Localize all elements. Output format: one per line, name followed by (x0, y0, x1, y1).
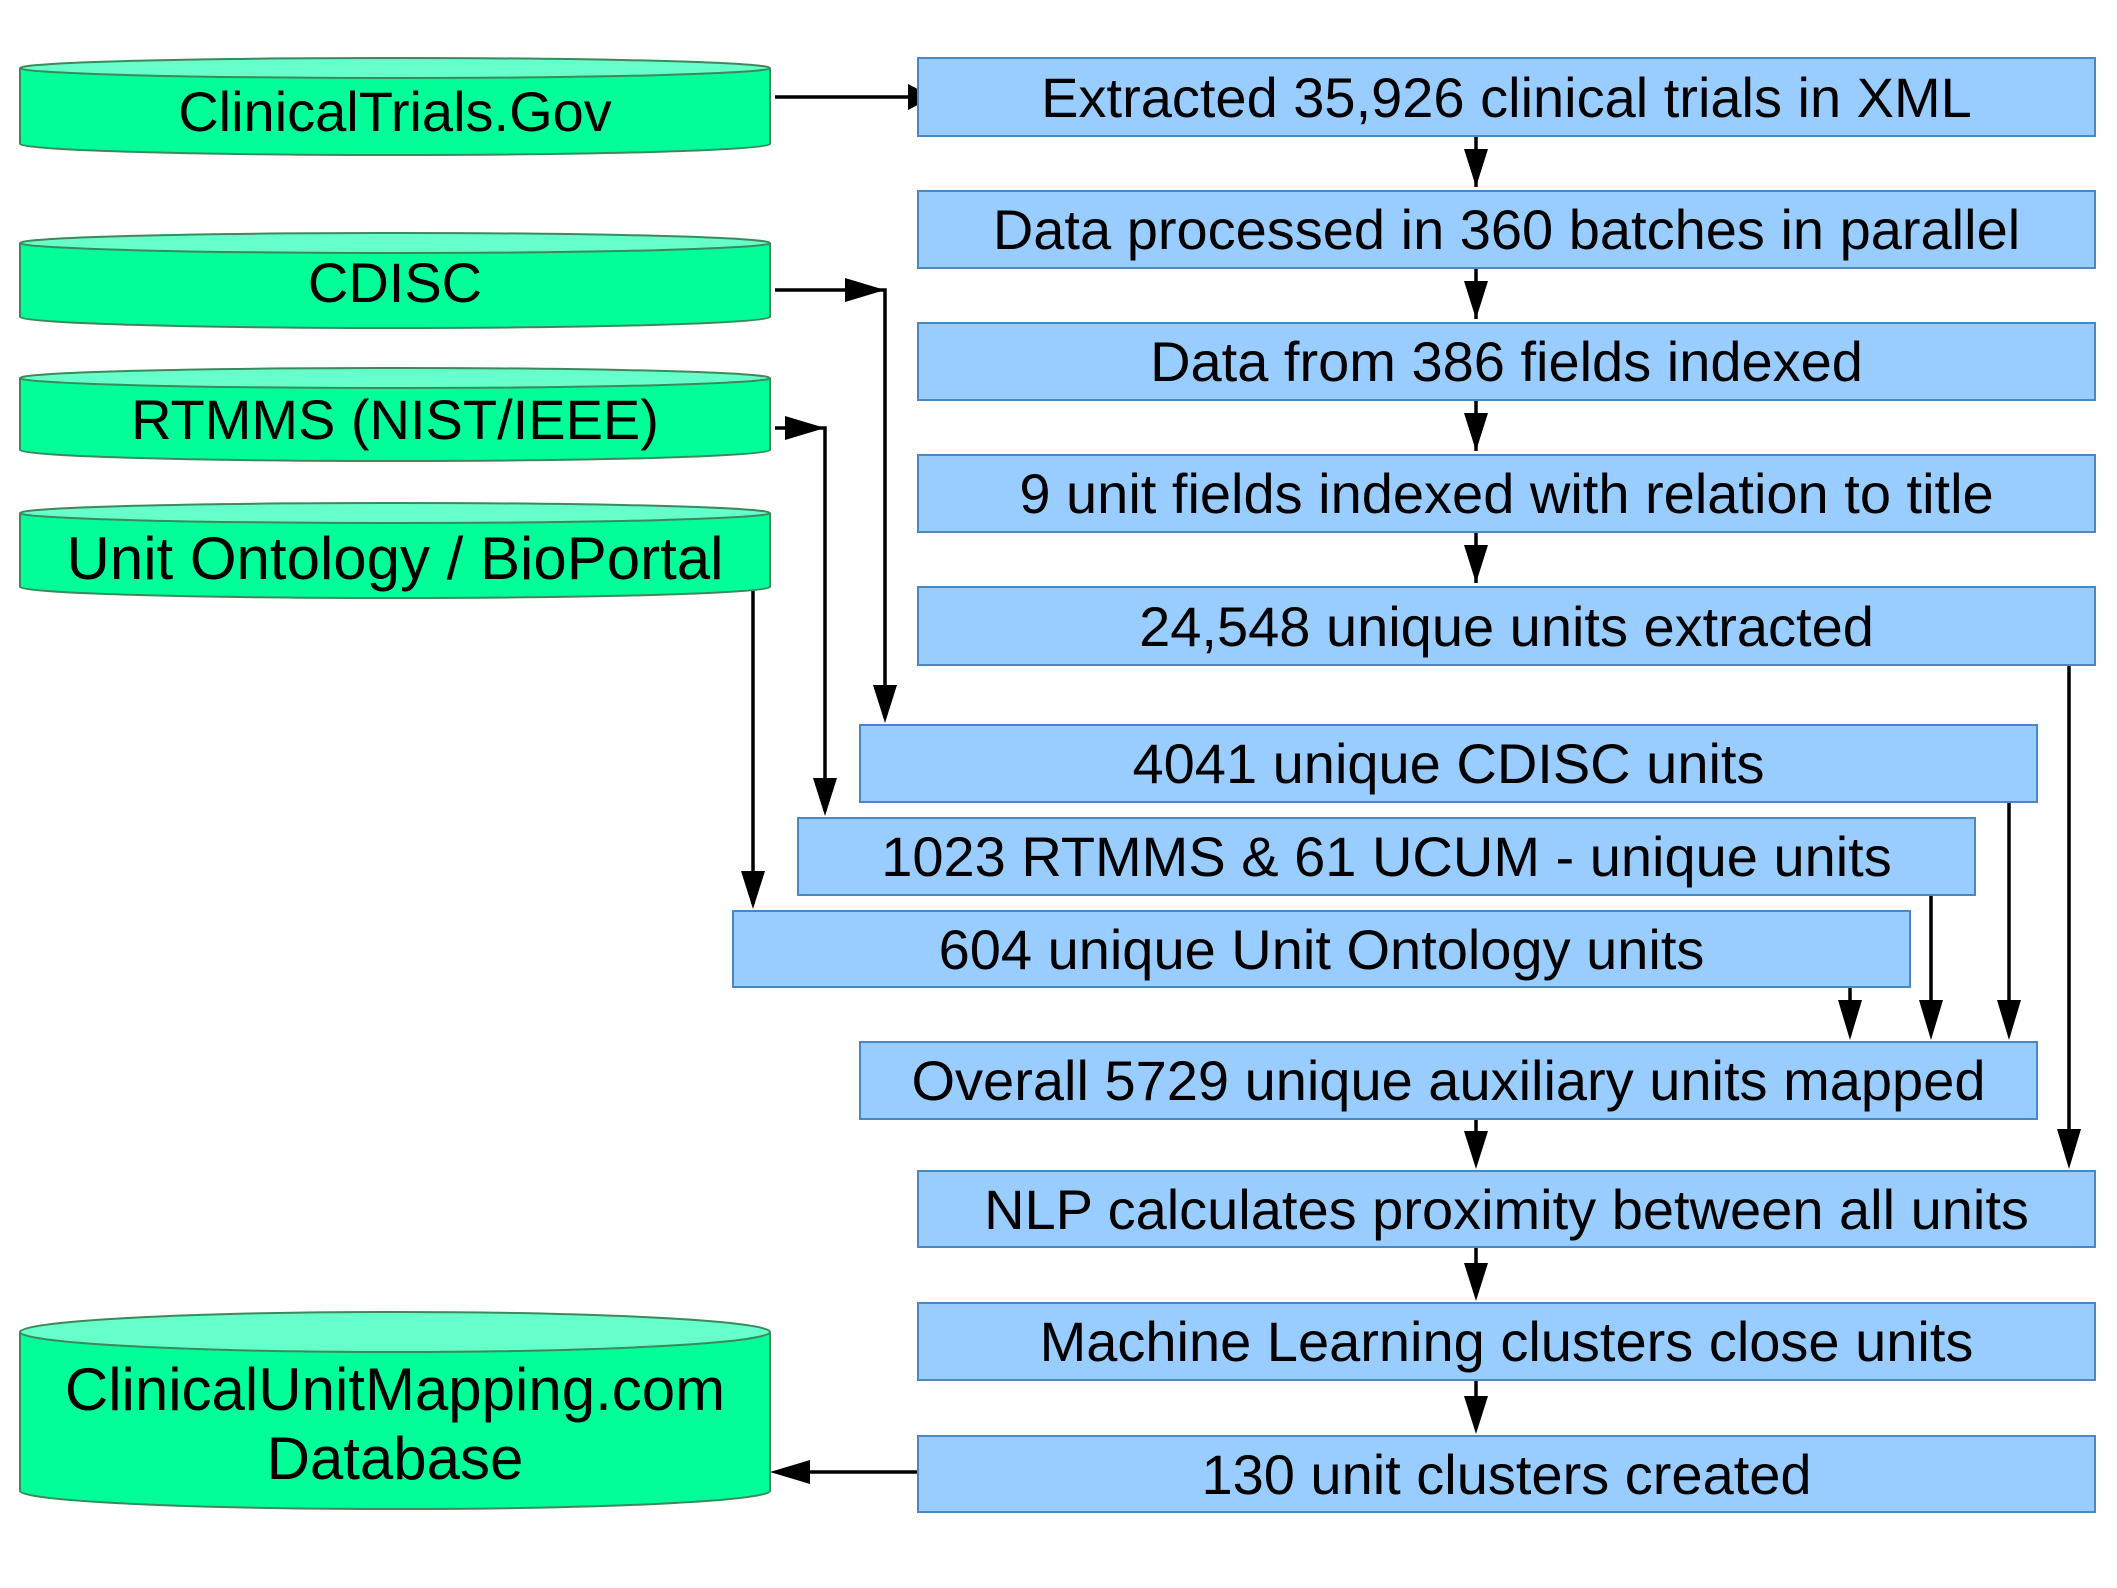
source-label: ClinicalTrials.Gov (178, 80, 612, 143)
cylinder-shape (19, 232, 771, 329)
step-fields: Data from 386 fields indexed (917, 322, 2096, 401)
database-label: ClinicalUnitMapping.com Database (64, 1356, 726, 1492)
step-unit-fields: 9 unit fields indexed with relation to t… (917, 454, 2096, 533)
step-unique-units: 24,548 unique units extracted (917, 586, 2096, 666)
step-ml: Machine Learning clusters close units (917, 1302, 2096, 1381)
arrow-cdisc-to-cdiscunits (775, 288, 887, 718)
source-rtmms: RTMMS (NIST/IEEE) (19, 367, 771, 463)
step-batches: Data processed in 360 batches in paralle… (917, 190, 2096, 269)
arrowhead (1464, 149, 1488, 187)
arrowhead (873, 685, 897, 723)
source-unit-ontology: Unit Ontology / BioPortal (19, 502, 771, 600)
arrowhead (770, 1460, 810, 1484)
cylinder-shape (19, 367, 771, 462)
source-clinicaltrials: ClinicalTrials.Gov (19, 57, 771, 157)
step-extracted: Extracted 35,926 clinical trials in XML (917, 57, 2096, 137)
arrowhead (1464, 1396, 1488, 1434)
cylinder-shape (19, 502, 771, 599)
arrowhead (1919, 1000, 1943, 1040)
arrowhead (1464, 413, 1488, 451)
arrowhead (1997, 1000, 2021, 1040)
arrowhead (845, 278, 885, 302)
cylinder-shape (19, 1311, 771, 1510)
arrowhead (1464, 1263, 1488, 1301)
step-auxiliary: Overall 5729 unique auxiliary units mapp… (859, 1041, 2038, 1120)
arrowhead (1464, 281, 1488, 319)
arrowhead (1464, 545, 1488, 583)
source-label: Unit Ontology / BioPortal (66, 525, 724, 592)
step-nlp: NLP calculates proximity between all uni… (917, 1170, 2096, 1248)
step-cdisc-units: 4041 unique CDISC units (859, 724, 2038, 803)
step-rtmms-units: 1023 RTMMS & 61 UCUM - unique units (797, 817, 1976, 896)
arrowhead (2057, 1129, 2081, 1169)
source-label: RTMMS (NIST/IEEE) (131, 388, 659, 451)
arrowhead (741, 871, 765, 909)
cylinder-shape (19, 57, 771, 156)
arrowhead (785, 416, 825, 440)
output-database: ClinicalUnitMapping.com Database (19, 1311, 771, 1511)
step-clusters: 130 unit clusters created (917, 1435, 2096, 1513)
arrow-rtmms-to-rtmmsunits (775, 426, 827, 811)
source-cdisc: CDISC (19, 232, 771, 330)
source-label: CDISC (307, 251, 483, 314)
arrowhead (813, 778, 837, 816)
arrowhead (1464, 1131, 1488, 1169)
step-uo-units: 604 unique Unit Ontology units (732, 910, 1911, 988)
arrowhead (1838, 1000, 1862, 1040)
